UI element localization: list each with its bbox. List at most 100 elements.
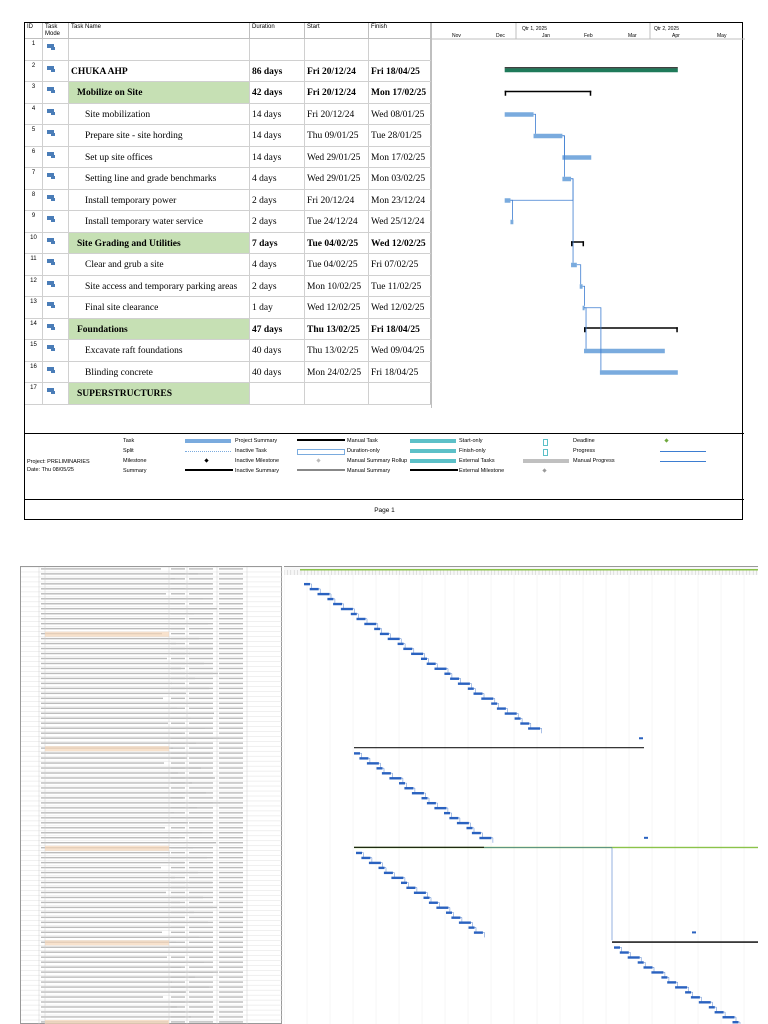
task-duration[interactable]: 40 days [250,361,305,382]
task-mode-cell[interactable] [43,361,69,382]
task-finish[interactable]: Mon 17/02/25 [369,82,431,103]
task-duration[interactable]: 4 days [250,254,305,275]
task-mode-cell[interactable] [43,39,69,60]
task-mode-cell[interactable] [43,318,69,339]
col-header-finish[interactable]: Finish [369,23,431,39]
task-mode-cell[interactable] [43,189,69,210]
task-duration[interactable]: 2 days [250,211,305,232]
task-mode-cell[interactable] [43,211,69,232]
task-name[interactable]: Excavate raft foundations [69,340,250,361]
task-name[interactable]: Site mobilization [69,103,250,124]
task-name[interactable]: Foundations [69,318,250,339]
task-row[interactable]: 10 Site Grading and Utilities 7 days Tue 04… [25,232,431,254]
col-header-start[interactable]: Start [305,23,369,39]
task-finish[interactable]: Mon 03/02/25 [369,168,431,189]
task-row[interactable]: 1 [25,39,431,61]
col-header-mode[interactable]: Task Mode [43,23,69,39]
task-finish[interactable]: Tue 11/02/25 [369,275,431,296]
col-header-name[interactable]: Task Name [69,23,250,39]
task-row[interactable]: 17 SUPERSTRUCTURES [25,383,431,405]
task-row[interactable]: 13 Final site clearance 1 day Wed 12/02/25 W… [25,297,431,319]
task-finish[interactable]: Fri 18/04/25 [369,60,431,81]
task-name[interactable] [69,39,250,60]
task-finish[interactable]: Fri 07/02/25 [369,254,431,275]
task-finish[interactable]: Mon 17/02/25 [369,146,431,167]
task-row[interactable]: 14 Foundations 47 days Thu 13/02/25 Fri 18/0… [25,318,431,340]
task-duration[interactable]: 14 days [250,146,305,167]
task-name[interactable]: Set up site offices [69,146,250,167]
task-finish[interactable]: Tue 28/01/25 [369,125,431,146]
task-row[interactable]: 12 Site access and temporary parking area… [25,275,431,297]
task-mode-cell[interactable] [43,383,69,404]
task-row[interactable]: 15 Excavate raft foundations 40 days Thu 13… [25,340,431,362]
task-duration[interactable] [250,383,305,404]
task-row[interactable]: 4 Site mobilization 14 days Fri 20/12/24 Wed… [25,103,431,125]
col-header-duration[interactable]: Duration [250,23,305,39]
task-start[interactable]: Tue 04/02/25 [305,232,369,253]
task-start[interactable] [305,383,369,404]
task-name[interactable]: SUPERSTRUCTURES [69,383,250,404]
task-row[interactable]: 6 Set up site offices 14 days Wed 29/01/25 M… [25,146,431,168]
task-start[interactable]: Wed 12/02/25 [305,297,369,318]
task-finish[interactable] [369,383,431,404]
task-start[interactable]: Fri 20/12/24 [305,60,369,81]
task-start[interactable]: Thu 13/02/25 [305,340,369,361]
task-row[interactable]: 5 Prepare site - site hording 14 days Thu 0… [25,125,431,147]
task-name[interactable]: Final site clearance [69,297,250,318]
task-duration[interactable]: 42 days [250,82,305,103]
task-finish[interactable]: Wed 08/01/25 [369,103,431,124]
task-start[interactable]: Wed 29/01/25 [305,168,369,189]
task-start[interactable]: Fri 20/12/24 [305,103,369,124]
task-finish[interactable]: Wed 12/02/25 [369,297,431,318]
task-row[interactable]: 16 Blinding concrete 40 days Mon 24/02/25 Fr… [25,361,431,383]
task-name[interactable]: Install temporary power [69,189,250,210]
task-row[interactable]: 9 Install temporary water service 2 days Tu… [25,211,431,233]
task-name[interactable]: Blinding concrete [69,361,250,382]
task-finish[interactable]: Mon 23/12/24 [369,189,431,210]
task-duration[interactable]: 7 days [250,232,305,253]
task-row[interactable]: 3 Mobilize on Site 42 days Fri 20/12/24 Mon … [25,82,431,104]
task-duration[interactable]: 40 days [250,340,305,361]
task-finish[interactable]: Wed 12/02/25 [369,232,431,253]
task-name[interactable]: Site access and temporary parking areas [69,275,250,296]
task-duration[interactable]: 86 days [250,60,305,81]
task-mode-cell[interactable] [43,340,69,361]
task-mode-cell[interactable] [43,297,69,318]
task-start[interactable]: Tue 04/02/25 [305,254,369,275]
task-mode-cell[interactable] [43,125,69,146]
task-row[interactable]: 11 Clear and grub a site 4 days Tue 04/02/2… [25,254,431,276]
task-start[interactable]: Thu 13/02/25 [305,318,369,339]
task-start[interactable] [305,39,369,60]
task-duration[interactable]: 14 days [250,103,305,124]
task-duration[interactable]: 47 days [250,318,305,339]
task-duration[interactable]: 4 days [250,168,305,189]
task-start[interactable]: Wed 29/01/25 [305,146,369,167]
task-row[interactable]: 8 Install temporary power 2 days Fri 20/12/… [25,189,431,211]
task-mode-cell[interactable] [43,275,69,296]
task-start[interactable]: Mon 24/02/25 [305,361,369,382]
task-start[interactable]: Thu 09/01/25 [305,125,369,146]
task-duration[interactable]: 14 days [250,125,305,146]
task-duration[interactable]: 2 days [250,189,305,210]
task-mode-cell[interactable] [43,82,69,103]
task-duration[interactable]: 2 days [250,275,305,296]
task-name[interactable]: Site Grading and Utilities [69,232,250,253]
task-duration[interactable] [250,39,305,60]
task-mode-cell[interactable] [43,103,69,124]
task-name[interactable]: Clear and grub a site [69,254,250,275]
task-mode-cell[interactable] [43,168,69,189]
task-name[interactable]: Install temporary water service [69,211,250,232]
task-mode-cell[interactable] [43,254,69,275]
task-start[interactable]: Fri 20/12/24 [305,189,369,210]
task-name[interactable]: Setting line and grade benchmarks [69,168,250,189]
task-start[interactable]: Mon 10/02/25 [305,275,369,296]
task-start[interactable]: Fri 20/12/24 [305,82,369,103]
task-finish[interactable]: Wed 09/04/25 [369,340,431,361]
task-start[interactable]: Tue 24/12/24 [305,211,369,232]
col-header-id[interactable]: ID [25,23,43,39]
task-mode-cell[interactable] [43,232,69,253]
task-finish[interactable]: Fri 18/04/25 [369,318,431,339]
task-duration[interactable]: 1 day [250,297,305,318]
task-name[interactable]: Prepare site - site hording [69,125,250,146]
task-finish[interactable]: Wed 25/12/24 [369,211,431,232]
